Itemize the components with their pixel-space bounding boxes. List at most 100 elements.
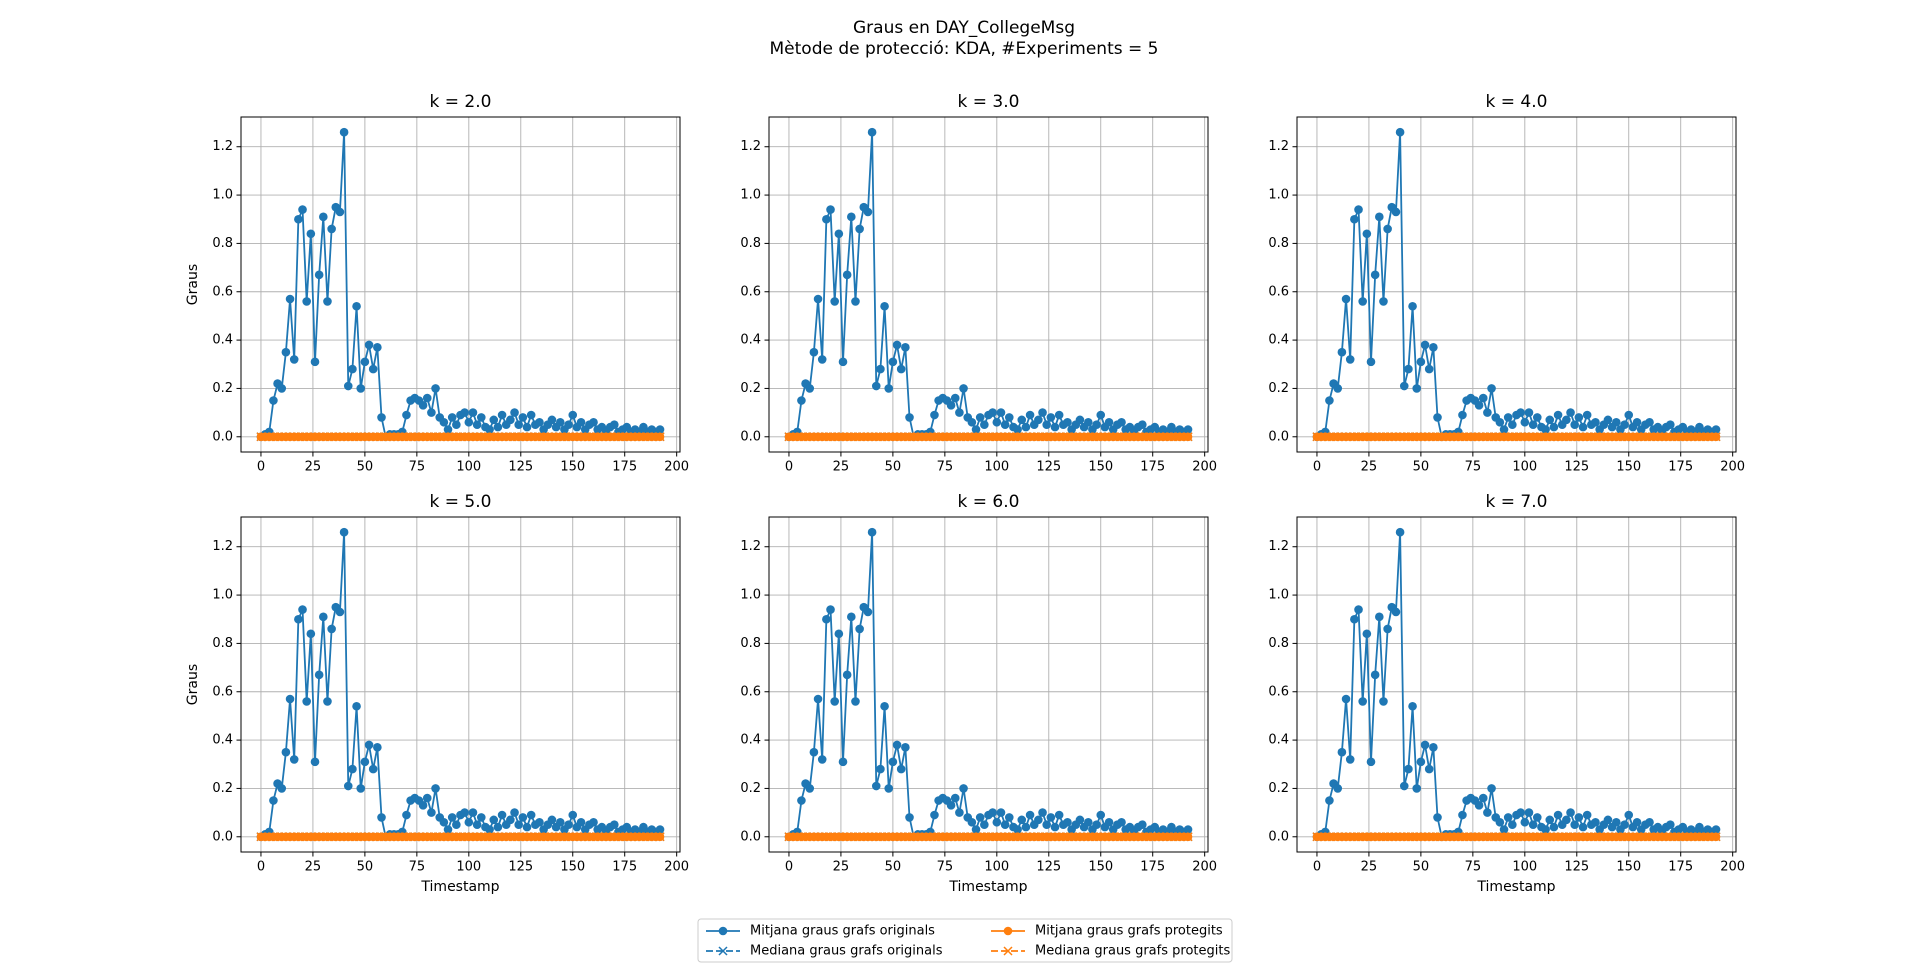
marker: [1096, 410, 1106, 420]
marker: [572, 432, 582, 442]
marker: [1586, 432, 1596, 442]
marker: [1350, 214, 1359, 224]
marker: [1599, 832, 1609, 842]
y-tick-label: 0.6: [1268, 684, 1289, 699]
marker: [597, 832, 607, 842]
marker: [1108, 832, 1118, 842]
y-tick-label: 0.0: [212, 829, 233, 844]
marker: [1478, 832, 1488, 842]
marker: [938, 832, 948, 842]
marker: [1590, 832, 1601, 842]
marker: [1524, 832, 1534, 842]
marker: [1116, 432, 1127, 442]
marker: [356, 384, 366, 393]
marker: [551, 432, 561, 442]
marker: [792, 832, 802, 842]
marker: [1104, 817, 1114, 827]
y-tick-label: 0.6: [740, 684, 761, 699]
marker: [1021, 832, 1031, 842]
marker: [1412, 832, 1422, 842]
marker: [851, 697, 860, 706]
marker: [1141, 432, 1152, 442]
marker: [497, 432, 507, 442]
x-tick-label: 175: [612, 860, 637, 875]
marker: [422, 832, 432, 842]
marker: [1432, 832, 1443, 842]
x-tick-label: 150: [1088, 460, 1113, 475]
marker: [1516, 432, 1526, 442]
marker: [1694, 832, 1704, 842]
marker: [439, 817, 449, 827]
marker: [963, 832, 973, 842]
marker: [1137, 832, 1147, 842]
marker: [389, 432, 399, 442]
marker: [1628, 432, 1638, 442]
marker: [1545, 815, 1555, 825]
marker: [1129, 432, 1139, 442]
marker: [805, 384, 815, 393]
x-tick-label: 125: [1036, 860, 1061, 875]
marker: [360, 357, 370, 367]
marker: [277, 384, 287, 393]
marker: [1075, 415, 1085, 425]
marker: [593, 432, 603, 442]
marker: [618, 832, 628, 842]
marker: [310, 757, 320, 767]
y-tick-label: 0.4: [212, 333, 233, 348]
marker: [518, 813, 528, 822]
marker: [784, 832, 794, 842]
marker: [1624, 810, 1634, 820]
marker: [1499, 432, 1509, 442]
marker: [539, 832, 549, 842]
marker: [589, 817, 598, 827]
marker: [1628, 832, 1638, 842]
marker: [975, 413, 985, 422]
marker: [801, 832, 811, 842]
marker: [1674, 432, 1684, 442]
marker: [1561, 432, 1571, 442]
marker: [1316, 832, 1326, 842]
marker: [319, 612, 328, 622]
marker: [1333, 384, 1343, 393]
marker: [917, 832, 927, 842]
marker: [863, 607, 873, 617]
marker: [422, 432, 432, 442]
x-axis-label: Timestamp: [1476, 879, 1555, 895]
marker: [1038, 832, 1048, 842]
marker: [1337, 747, 1347, 757]
marker: [264, 432, 274, 442]
y-tick-label: 1.0: [1268, 188, 1289, 203]
x-tick-label: 25: [833, 460, 850, 475]
marker: [381, 832, 391, 842]
marker: [1574, 432, 1584, 442]
y-tick-label: 1.2: [1268, 539, 1289, 554]
marker: [564, 420, 573, 429]
marker: [1674, 832, 1684, 842]
marker: [959, 832, 969, 842]
marker: [393, 432, 403, 442]
marker: [905, 813, 914, 822]
marker: [1416, 832, 1426, 842]
marker: [1320, 432, 1330, 442]
x-tick-label: 125: [508, 460, 533, 475]
marker: [847, 612, 856, 622]
marker: [1553, 432, 1563, 442]
x-tick-label: 100: [1512, 860, 1537, 875]
marker: [838, 357, 848, 367]
marker: [493, 432, 503, 442]
marker: [310, 432, 320, 442]
marker: [929, 432, 939, 442]
marker: [1358, 297, 1367, 306]
marker: [564, 432, 574, 442]
marker: [1462, 832, 1472, 842]
marker: [1703, 832, 1713, 842]
marker: [880, 301, 889, 311]
y-tick-label: 0.2: [1268, 781, 1289, 796]
marker: [1083, 817, 1093, 827]
marker: [348, 364, 357, 374]
marker: [880, 701, 889, 711]
subplot: k = 4.0 0 25 50 75 100 125 150 175 200 0.0 0.2 0.4 0.…: [1268, 92, 1745, 475]
y-tick-label: 1.0: [740, 188, 761, 203]
marker: [306, 832, 316, 842]
marker: [547, 415, 557, 425]
